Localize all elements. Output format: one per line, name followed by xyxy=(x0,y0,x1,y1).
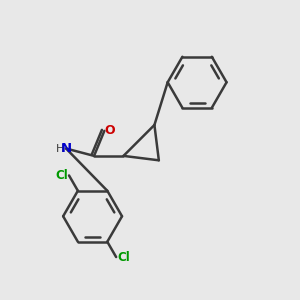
Text: Cl: Cl xyxy=(55,169,68,182)
Text: H: H xyxy=(56,143,64,154)
Text: N: N xyxy=(61,142,72,155)
Text: O: O xyxy=(104,124,115,137)
Text: Cl: Cl xyxy=(117,250,130,263)
